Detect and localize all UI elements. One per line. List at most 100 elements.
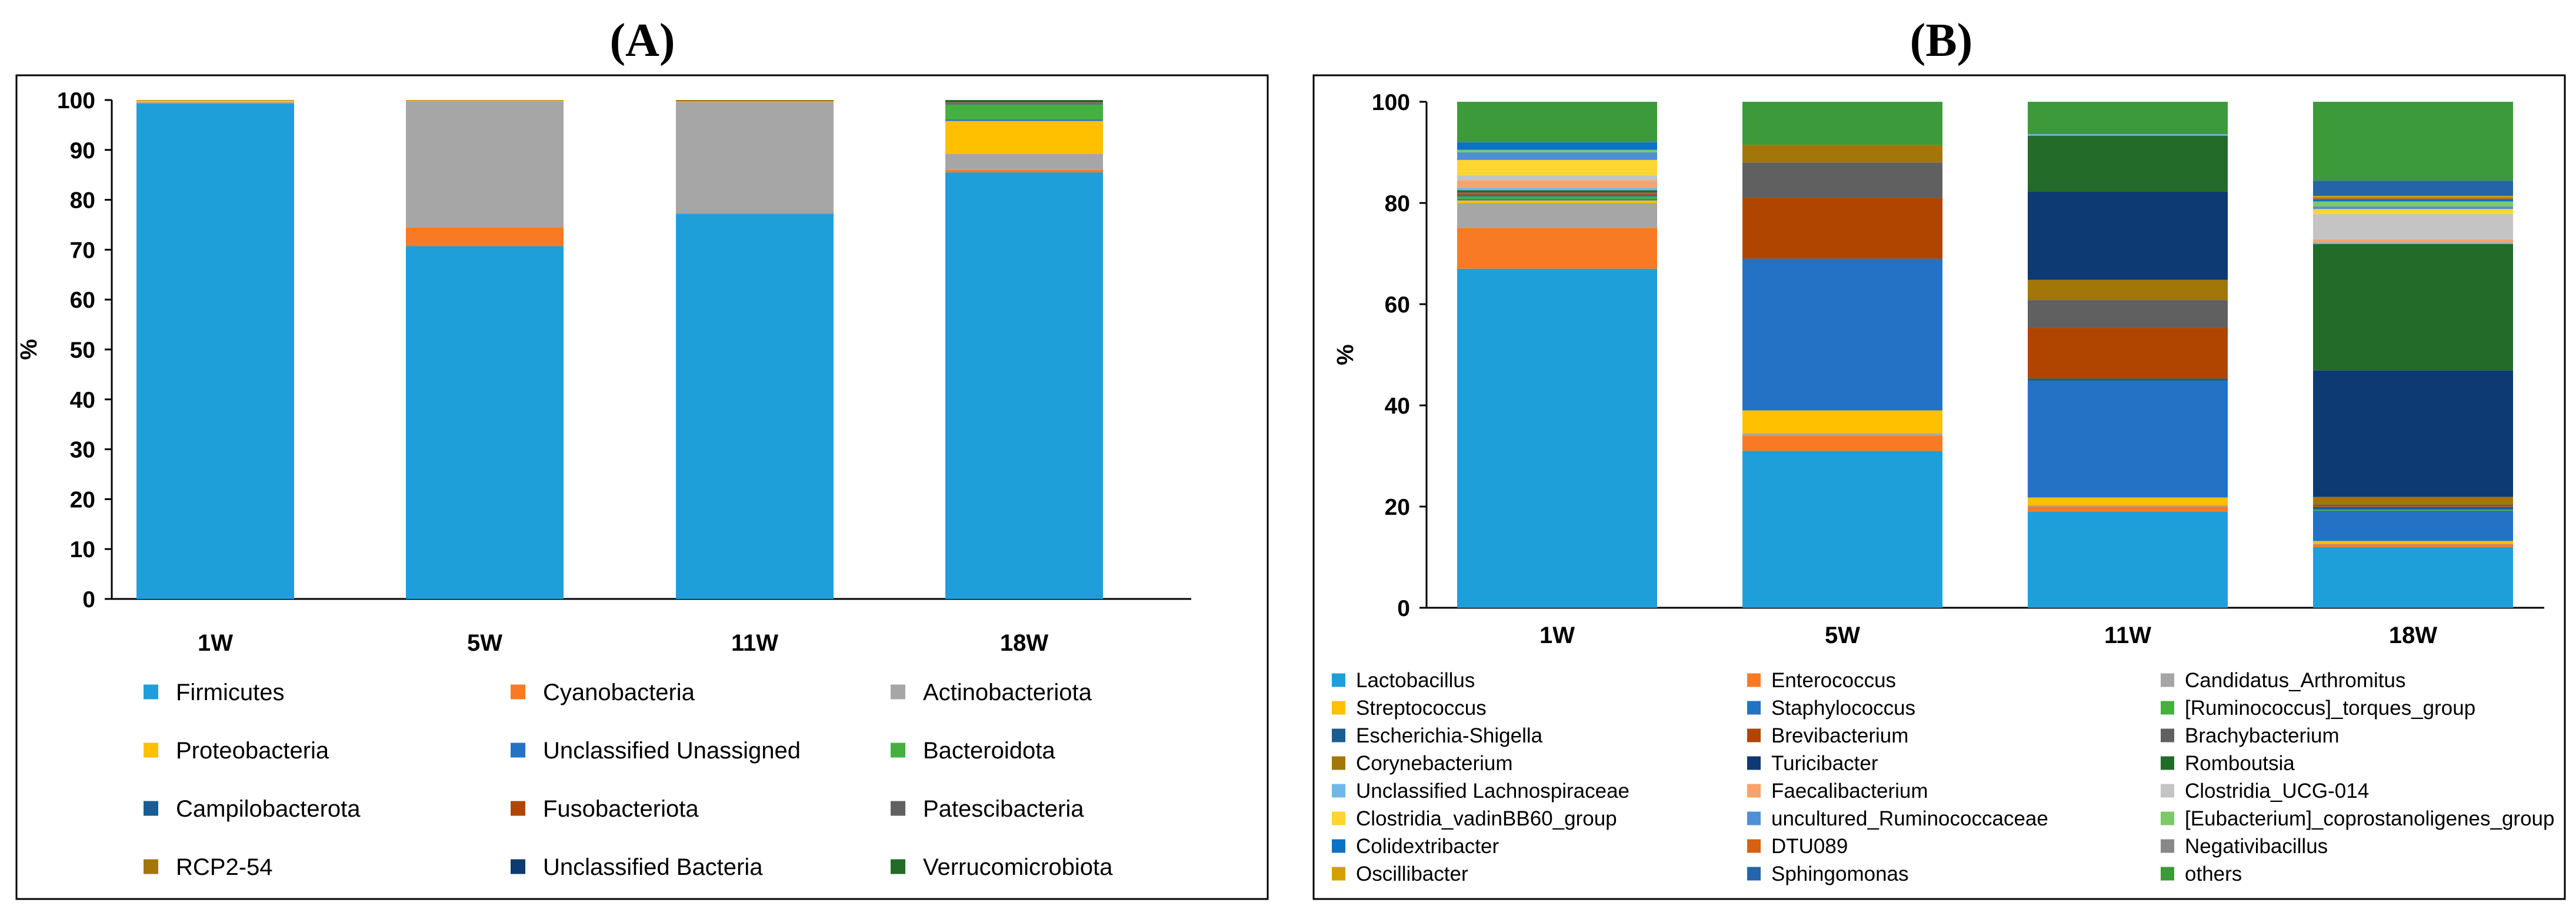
panel-a-bar-segment xyxy=(136,102,294,104)
panel-a-legend-swatch xyxy=(144,859,158,874)
panel-b-legend-label: others xyxy=(2185,863,2242,885)
panel-b-bar-segment xyxy=(2313,543,2513,545)
panel-b-bar-segment xyxy=(2313,195,2513,197)
panel-b-bar-segment xyxy=(2313,201,2513,207)
panel-a-legend-label: Campilobacterota xyxy=(176,796,361,822)
panel-b-bar-segment xyxy=(2028,378,2228,381)
panel-b-bar-segment xyxy=(1457,159,1657,175)
panel-b-legend-label: Streptococcus xyxy=(1356,697,1487,720)
panel-b-legend-swatch xyxy=(1332,839,1345,853)
panel-b-bar-segment xyxy=(2028,300,2228,328)
panel-b-bar-segment xyxy=(1457,191,1657,192)
panel-b-legend-label: Unclassified Lachnospiraceae xyxy=(1356,780,1629,803)
panel-b-legend-label: Clostridia_vadinBB60_group xyxy=(1356,807,1617,830)
panel-b-bar-segment xyxy=(1457,228,1657,269)
panel-b-y-tick-label: 60 xyxy=(1385,292,1410,318)
panel-a-bar-segment xyxy=(945,101,1103,102)
panel-b-legend-swatch xyxy=(2161,756,2174,770)
panel-a-legend-swatch xyxy=(511,684,525,700)
panel-b-legend-label: DTU089 xyxy=(1771,835,1848,858)
panel-b-chart: 0 20 40 60 80 100% 1W 5W 11W 18W Lactobacillus Ente… xyxy=(1332,90,2554,885)
panel-b-legend-label: Brachybacterium xyxy=(2185,724,2340,747)
panel-a-legend-label: Firmicutes xyxy=(176,680,284,705)
panel-b-legend-label: Romboutsia xyxy=(2185,752,2295,775)
panel-a-legend-swatch xyxy=(511,801,525,816)
panel-b-bar-segment xyxy=(1457,188,1657,191)
panel-a-title: (A) xyxy=(609,15,675,66)
panel-b-legend-swatch xyxy=(1747,839,1761,853)
panel-b-bar-segment xyxy=(1457,190,1657,192)
panel-a-bar-segment xyxy=(406,100,564,101)
panel-a-bar-segment xyxy=(136,100,294,101)
panel-b-x-tick-label: 1W xyxy=(1539,622,1575,648)
panel-b-legend-label: Negativibacillus xyxy=(2185,835,2328,858)
panel-b-y-tick-label: 20 xyxy=(1385,495,1410,520)
panel-b-bar-segment xyxy=(1457,152,1657,160)
panel-b-bar-segment xyxy=(2313,544,2513,547)
panel-b-bar-segment xyxy=(2028,102,2228,135)
panel-b-bar-segment xyxy=(2028,511,2228,608)
panel-a-y-tick-label: 10 xyxy=(70,537,95,562)
panel-a-y-tick-label: 0 xyxy=(82,587,95,612)
panel-b-bar-segment xyxy=(2028,279,2228,301)
panel-b-bar-segment xyxy=(2313,497,2513,505)
panel-a-legend-label: Bacteroidota xyxy=(923,738,1055,764)
panel-b-legend-label: Candidatus_Arthromitus xyxy=(2185,669,2405,692)
panel-b-bar-segment xyxy=(2313,181,2513,196)
panel-a-bar-segment xyxy=(945,172,1103,600)
panel-b-title: (B) xyxy=(1910,15,1973,66)
panel-b-legend-swatch xyxy=(2161,784,2174,798)
panel-a-legend-label: Unclassified Unassigned xyxy=(543,738,801,764)
panel-a-bar-segment xyxy=(676,213,834,214)
panel-a-bar-segment xyxy=(406,101,564,228)
panel-b-bar-segment xyxy=(2313,507,2513,510)
panel-b-y-tick-label: 100 xyxy=(1372,90,1410,115)
panel-b-y-axis-label: % xyxy=(1332,344,1358,365)
panel-b-bar-segment xyxy=(2313,239,2513,243)
panel-a-y-tick-label: 60 xyxy=(70,288,95,313)
panel-b-legend-swatch xyxy=(2161,867,2174,881)
panel-b-legend-swatch xyxy=(1332,728,1345,742)
panel-b-y-tick-label: 40 xyxy=(1385,394,1410,419)
panel-b-bar-segment xyxy=(1457,175,1657,181)
panel-b-bar-segment xyxy=(1457,194,1657,196)
panel-b-legend-swatch xyxy=(1332,701,1345,715)
panel-b-legend-swatch xyxy=(1332,673,1345,687)
panel-b-legend-label: [Ruminococcus]_torques_group xyxy=(2185,697,2475,720)
panel-b-bar-segment xyxy=(2313,510,2513,541)
panel-a-bar-segment xyxy=(945,169,1103,172)
panel-b-legend-label: Colidextribacter xyxy=(1356,835,1499,858)
panel-b-bar-segment xyxy=(1457,196,1657,199)
panel-b-legend-swatch xyxy=(2161,728,2174,742)
panel-a-legend-label: Actinobacteriota xyxy=(923,680,1092,705)
panel-b-bar-segment xyxy=(2313,541,2513,544)
panel-b-legend-label: Clostridia_UCG-014 xyxy=(2185,780,2369,803)
panel-b-legend-swatch xyxy=(1747,673,1761,687)
panel-a-y-tick-label: 80 xyxy=(70,188,95,214)
panel-b-bar-segment xyxy=(1742,162,1942,198)
panel-b-bar-segment xyxy=(1457,102,1657,142)
panel-b-legend-swatch xyxy=(1332,756,1345,770)
panel-b-bar-segment xyxy=(2028,507,2228,512)
panel-b-bar-segment xyxy=(1742,102,1942,145)
panel-a-y-tick-label: 70 xyxy=(70,238,95,263)
panel-a-legend-swatch xyxy=(891,801,905,816)
panel-b-bar-segment xyxy=(2313,242,2513,244)
panel-b-legend-swatch xyxy=(2161,839,2174,853)
panel-b-legend-label: Enterococcus xyxy=(1771,669,1896,692)
panel-b-bar-segment xyxy=(1457,192,1657,194)
panel-a-frame xyxy=(15,74,1269,900)
panel-a-legend-swatch xyxy=(144,684,158,700)
panel-a-bar-segment xyxy=(136,103,294,104)
panel-a-bar-segment xyxy=(945,100,1103,101)
panel-b-legend-swatch xyxy=(1332,784,1345,798)
panel-a-x-tick-label: 18W xyxy=(1000,630,1048,656)
panel-b-bar-segment xyxy=(2313,506,2513,507)
panel-a-legend-label: Patescibacteria xyxy=(923,796,1084,822)
panel-b-bar-segment xyxy=(2313,510,2513,511)
panel-a-bar-segment xyxy=(676,102,834,214)
panel-b-bar-segment xyxy=(2028,381,2228,498)
panel-a-legend-swatch xyxy=(891,859,905,874)
panel-a-y-tick-label: 20 xyxy=(70,487,95,512)
